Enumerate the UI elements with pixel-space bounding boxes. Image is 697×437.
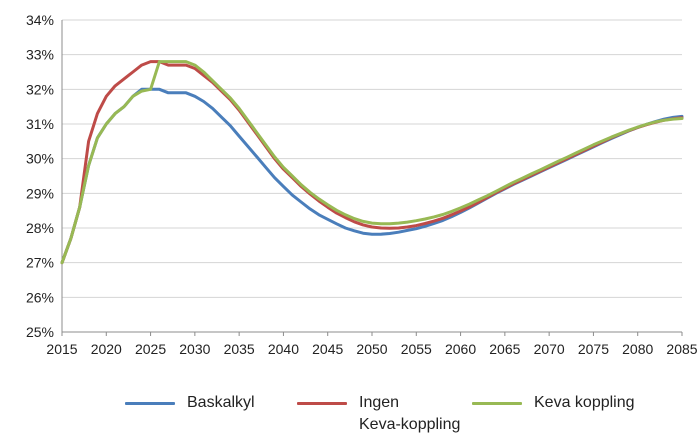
gridlines xyxy=(62,19,682,298)
x-tick-label: 2080 xyxy=(622,341,653,357)
y-tick-label: 34% xyxy=(26,12,54,28)
x-tick-label: 2060 xyxy=(445,341,476,357)
x-tick-label: 2045 xyxy=(312,341,343,357)
y-tick-label: 25% xyxy=(26,324,54,340)
axes xyxy=(61,20,683,336)
y-tick-label: 27% xyxy=(26,255,54,271)
x-tick-label: 2025 xyxy=(135,341,166,357)
y-tick-label: 33% xyxy=(26,47,54,63)
x-tick-label: 2035 xyxy=(224,341,255,357)
x-tick-label: 2040 xyxy=(268,341,299,357)
x-tick-label: 2070 xyxy=(534,341,565,357)
y-tick-label: 29% xyxy=(26,185,54,201)
x-tick-label: 2015 xyxy=(46,341,77,357)
x-tick-label: 2030 xyxy=(179,341,210,357)
series-line-ingen-keva-koppling xyxy=(60,60,684,265)
series-line-keva-koppling xyxy=(60,60,684,265)
x-tick-labels: 2015 2020 2025 2030 2035 2040 2045 2050 2055 2060… xyxy=(46,341,697,357)
x-tick-label: 2055 xyxy=(401,341,432,357)
series-line-baskalkyl xyxy=(60,87,684,265)
x-tick-label: 2075 xyxy=(578,341,609,357)
x-tick-label: 2020 xyxy=(91,341,122,357)
x-tick-label: 2065 xyxy=(489,341,520,357)
y-tick-label: 32% xyxy=(26,81,54,97)
x-tick-label: 2050 xyxy=(356,341,387,357)
series-lines xyxy=(60,60,684,265)
y-tick-label: 30% xyxy=(26,151,54,167)
x-tick-label: 2085 xyxy=(666,341,697,357)
y-tick-label: 31% xyxy=(26,116,54,132)
y-tick-labels: 25% 26% 27% 28% 29% 30% 31% 32% 33% 34% xyxy=(26,12,54,340)
y-tick-label: 26% xyxy=(26,289,54,305)
y-tick-label: 28% xyxy=(26,220,54,236)
